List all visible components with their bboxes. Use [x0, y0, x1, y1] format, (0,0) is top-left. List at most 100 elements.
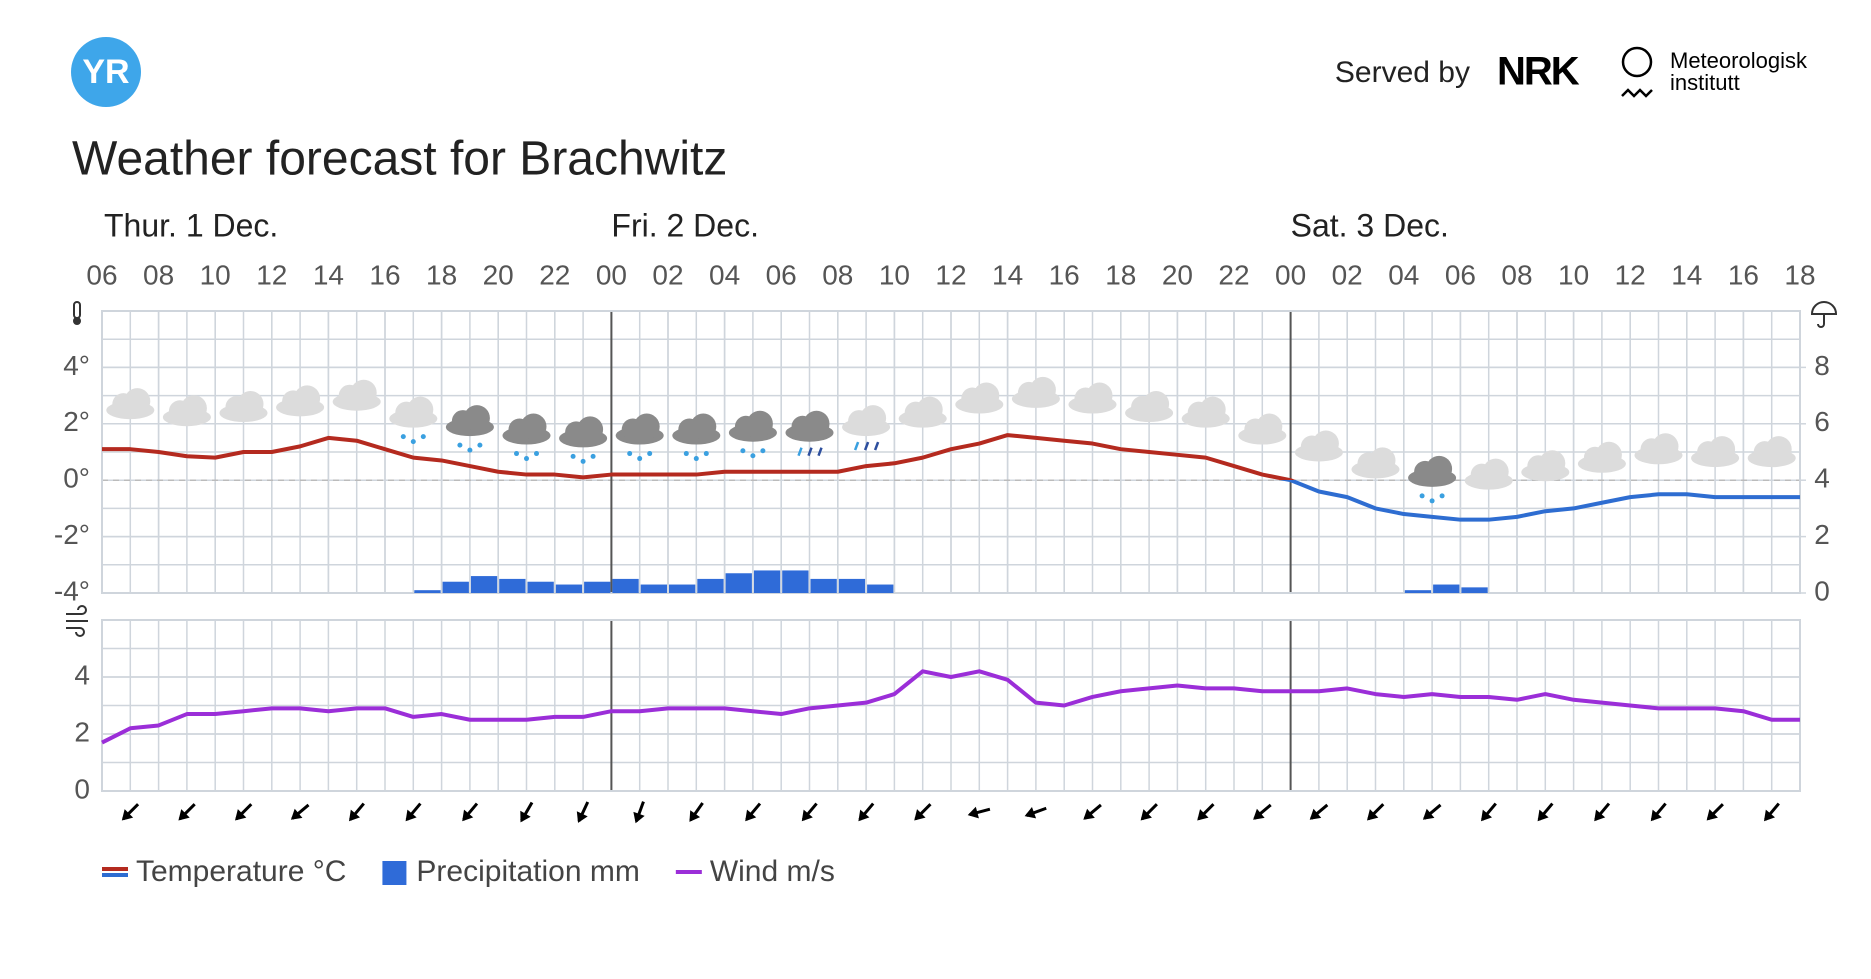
wind-arrow — [348, 802, 365, 822]
cloud-part — [973, 382, 1000, 409]
cloud-part — [690, 413, 717, 440]
legend-label: Wind m/s — [710, 855, 835, 888]
snowflake — [467, 447, 473, 453]
weather-symbol — [785, 410, 834, 457]
wind-arrow — [1650, 802, 1667, 822]
legend-swatch — [382, 861, 407, 885]
cloud-part — [294, 385, 321, 412]
x-tick-label: 12 — [1615, 259, 1646, 290]
snowflake — [703, 451, 709, 457]
umbrella-icon — [1810, 301, 1838, 328]
served-by: Served by — [1335, 56, 1470, 89]
arrow-head — [745, 809, 757, 822]
cloud-part — [577, 416, 604, 443]
day-label: Sat. 3 Dec. — [1291, 207, 1449, 243]
wind-tick-label: 4 — [74, 659, 90, 690]
wind-arrow — [1253, 803, 1272, 820]
x-tick-label: 02 — [1332, 259, 1363, 290]
arrow-head — [801, 809, 813, 822]
met-wave — [1621, 88, 1653, 98]
precip-bar — [838, 578, 866, 593]
x-tick-label: 08 — [143, 259, 174, 290]
weather-symbol — [842, 405, 891, 451]
snowflake — [477, 442, 483, 448]
raindrop — [863, 441, 870, 451]
arrow-head — [520, 810, 531, 823]
x-tick-label: 20 — [1162, 259, 1193, 290]
snowflake — [627, 451, 633, 457]
arrow-head — [121, 809, 134, 821]
cloud-part — [1143, 391, 1170, 417]
arrow-head — [1537, 809, 1549, 822]
weather-symbol — [1634, 433, 1683, 465]
wind-arrow — [858, 802, 875, 822]
cloud-part — [1709, 436, 1736, 463]
precip-bar — [640, 584, 667, 593]
arrow-head — [348, 809, 361, 822]
x-tick-label: 14 — [992, 259, 1023, 290]
weather-symbol — [955, 382, 1004, 414]
cloud-part — [916, 396, 943, 423]
y-tick-label: -2° — [54, 519, 90, 550]
wind-line — [101, 669, 1800, 745]
y2-tick-label: 6 — [1814, 406, 1830, 437]
arrow-head — [1480, 809, 1493, 822]
weather-symbol — [1238, 413, 1287, 445]
met-name: institutt — [1670, 70, 1740, 95]
arrow-head — [1253, 808, 1265, 820]
cloud-part — [1086, 382, 1113, 409]
snowflake — [420, 434, 426, 440]
cloud-part — [1029, 376, 1056, 403]
weather-symbol — [1408, 455, 1457, 504]
arrow-head — [1140, 809, 1152, 821]
x-tick-label: 14 — [1671, 259, 1702, 290]
chart-title: Weather forecast for Brachwitz — [72, 133, 727, 186]
wind-arrow — [1367, 803, 1385, 821]
weather-symbol — [559, 416, 608, 464]
precip-bar — [782, 570, 809, 593]
x-tick-label: 10 — [1558, 259, 1589, 290]
day-label: Thur. 1 Dec. — [104, 207, 278, 243]
snowflake — [524, 456, 529, 462]
wind-arrow — [745, 802, 762, 822]
y2-tick-label: 4 — [1814, 463, 1830, 494]
arrow-head — [633, 811, 645, 824]
snowflake — [693, 456, 699, 462]
weather-symbol — [502, 413, 551, 462]
arrow-head — [1197, 809, 1209, 821]
snowflake — [534, 451, 539, 457]
cloud-part — [1652, 433, 1679, 460]
wind-arrow — [576, 801, 590, 823]
snowflake — [760, 448, 766, 454]
raindrop — [807, 447, 813, 457]
x-tick-label: 12 — [256, 259, 287, 290]
precip-bar — [612, 578, 639, 593]
arrow-head — [1024, 807, 1037, 819]
snowflake — [853, 441, 860, 451]
x-tick-label: 18 — [426, 259, 457, 290]
wind-arrow — [520, 801, 534, 823]
precip-bar — [555, 584, 583, 593]
wind-arrow — [235, 803, 253, 821]
y-tick-label: 4° — [63, 350, 90, 381]
arrow-head — [1763, 809, 1776, 822]
snowflake — [457, 442, 463, 448]
snowflake — [514, 451, 519, 457]
snowflake — [647, 451, 653, 457]
wind-arrow — [1083, 803, 1102, 820]
cloud-part — [1256, 413, 1283, 440]
snowflake — [1419, 493, 1425, 499]
x-tick-label: 06 — [86, 259, 117, 290]
weather-symbol — [106, 388, 155, 420]
day-label: Fri. 2 Dec. — [611, 207, 759, 243]
arrow-head — [405, 809, 417, 822]
snowflake — [570, 453, 576, 459]
y-tick-label: 2° — [63, 406, 90, 437]
weather-symbol — [672, 413, 721, 462]
precip-bar — [867, 584, 894, 593]
cloud-part — [1369, 447, 1396, 474]
x-tick-label: 22 — [539, 259, 570, 290]
logo-circle — [71, 37, 141, 107]
wind-arrow — [1140, 803, 1158, 821]
snowflake — [1439, 493, 1445, 499]
